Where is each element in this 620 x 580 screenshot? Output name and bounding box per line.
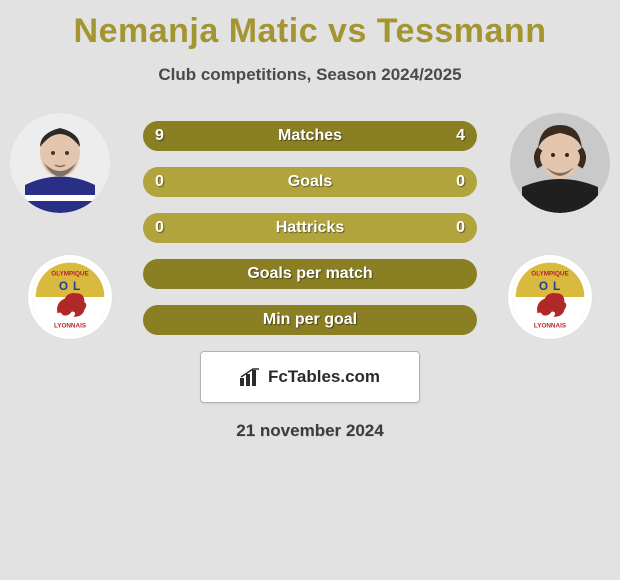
player-avatar-right-image <box>510 113 610 213</box>
comparison-bars: 94Matches00Goals00HattricksGoals per mat… <box>143 121 477 335</box>
club-badge-right-image: OLYMPIQUE O L LYONNAIS <box>512 259 588 335</box>
bar-fill-left <box>143 305 477 335</box>
svg-text:OLYMPIQUE: OLYMPIQUE <box>531 270 568 277</box>
bar-fill-left <box>143 121 377 151</box>
svg-text:O L: O L <box>539 280 561 293</box>
bar-value-left: 9 <box>155 121 164 151</box>
bar-value-right: 0 <box>456 167 465 197</box>
bar-row: Goals per match <box>143 259 477 289</box>
snapshot-date: 21 november 2024 <box>10 421 610 441</box>
content-area: OLYMPIQUE O L LYONNAIS OLYMPIQUE O L LYO… <box>10 121 610 441</box>
subtitle: Club competitions, Season 2024/2025 <box>0 65 620 85</box>
page-title: Nemanja Matic vs Tessmann <box>0 0 620 51</box>
comparison-card: Nemanja Matic vs Tessmann Club competiti… <box>0 0 620 580</box>
bar-row: 0 0Hattricks <box>143 213 477 243</box>
bars-icon <box>240 368 262 386</box>
bar-value-right: 4 <box>456 121 465 151</box>
bar-label: Hattricks <box>143 213 477 243</box>
svg-text:OLYMPIQUE: OLYMPIQUE <box>51 270 88 277</box>
bar-row: 0 0Goals <box>143 167 477 197</box>
bar-label: Goals <box>143 167 477 197</box>
club-badge-left-image: OLYMPIQUE O L LYONNAIS <box>32 259 108 335</box>
bar-fill-left <box>143 259 477 289</box>
fctables-logo: FcTables.com <box>240 367 380 387</box>
bar-value-left: 0 <box>155 167 164 197</box>
svg-text:LYONNAIS: LYONNAIS <box>54 323 86 330</box>
source-badge-text: FcTables.com <box>268 367 380 387</box>
player-avatar-left <box>10 113 110 213</box>
club-badge-right: OLYMPIQUE O L LYONNAIS <box>508 255 592 339</box>
bar-value-left: 0 <box>155 213 164 243</box>
source-badge: FcTables.com <box>200 351 420 403</box>
bar-row: Min per goal <box>143 305 477 335</box>
player-avatar-left-image <box>10 113 110 213</box>
bar-row: 94Matches <box>143 121 477 151</box>
svg-text:LYONNAIS: LYONNAIS <box>534 323 566 330</box>
bar-value-right: 0 <box>456 213 465 243</box>
club-badge-left: OLYMPIQUE O L LYONNAIS <box>28 255 112 339</box>
player-avatar-right <box>510 113 610 213</box>
svg-text:O L: O L <box>59 280 81 293</box>
